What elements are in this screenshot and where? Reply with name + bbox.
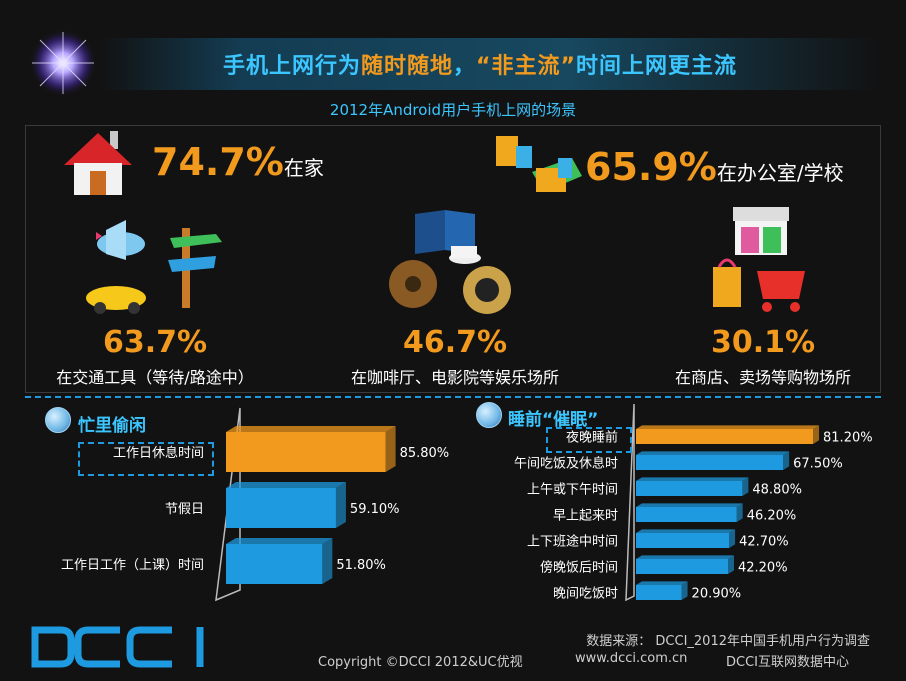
chart-left: 85.80% 工作日休息时间 59.10% 节假日 51.80% 工作日工作（上课）时间 [61,407,450,602]
home-label: 在家 [283,156,324,180]
bar [636,451,790,470]
smiley-icon [476,402,502,428]
value-label: 67.50% [793,457,843,472]
starburst-icon [29,29,97,97]
bar [636,529,736,548]
category-label: 工作日工作（上课）时间 [61,558,204,573]
scene-panel [25,125,881,393]
category-label: 上午或下午时间 [527,483,618,498]
transit-label: 在交通工具（等待/路途中） [56,368,254,387]
value-label: 42.70% [739,535,789,550]
axis-wall [625,403,635,602]
office-value: 65.9% [585,145,717,189]
section-divider [25,396,881,398]
category-label: 上下班途中时间 [527,534,618,550]
shop-value: 30.1% [710,325,816,360]
chart-right: 81.20% 夜晚睡前 67.50% 午间吃饭及休息时 48.80% 上午或下午时间 46.… [514,403,873,602]
transit-value: 63.7% [102,325,208,360]
value-label: 46.20% [747,509,797,524]
site-url[interactable]: www.dcci.com.cn [575,651,688,666]
highlight-box-left [78,442,214,476]
category-label: 晚间吃饭时 [553,586,618,602]
book-coffee-film-icon [389,210,511,314]
plane-car-signpost-icon [86,220,222,314]
chart-left-title: 忙里偷闲 [78,416,146,436]
bar [226,426,396,472]
value-label: 81.20% [823,431,873,446]
category-label: 夜晚睡前 [566,430,618,446]
value-label: 48.80% [752,483,802,498]
value-label: 20.90% [692,587,742,602]
value-label: 59.10% [350,502,400,517]
copyright: Copyright ©DCCI 2012&UC优视 [318,655,523,670]
shop-label: 在商店、卖场等购物场所 [674,368,851,387]
highlight-box-right [546,427,632,453]
dcci-logo [31,626,204,668]
organization: DCCI互联网数据中心 [726,655,849,670]
page-title: 手机上网行为随时随地，“非主流”时间上网更主流 [223,54,737,79]
value-label: 51.80% [336,558,386,573]
bar [636,477,749,496]
bar [636,555,734,574]
value-label: 85.80% [400,446,450,461]
bar [226,482,346,528]
house-icon [64,131,132,195]
cafe-value: 46.7% [402,325,508,360]
category-label: 午间吃饭及休息时 [514,456,618,472]
bar [636,503,743,522]
bar [226,538,333,584]
shop-cart-icon [713,207,805,312]
smiley-icon [45,407,71,433]
data-source: 数据来源： DCCI_2012年中国手机用户行为调查 [586,634,870,649]
value-label: 42.20% [738,561,788,576]
category-label: 节假日 [165,502,204,517]
category-label: 傍晚饭后时间 [540,560,618,576]
bar [636,425,820,444]
page-subtitle: 2012年Android用户手机上网的场景 [329,101,577,119]
home-value: 74.7% [152,140,284,184]
category-label: 早上起来时 [553,509,618,524]
office-label: 在办公室/学校 [716,161,844,185]
bar [636,581,688,600]
category-label: 工作日休息时间 [113,445,204,461]
office-buildings-icon [496,136,582,192]
cafe-label: 在咖啡厅、电影院等娱乐场所 [350,368,559,387]
title-band [100,38,880,90]
chart-right-title: 睡前“催眠” [508,410,599,430]
